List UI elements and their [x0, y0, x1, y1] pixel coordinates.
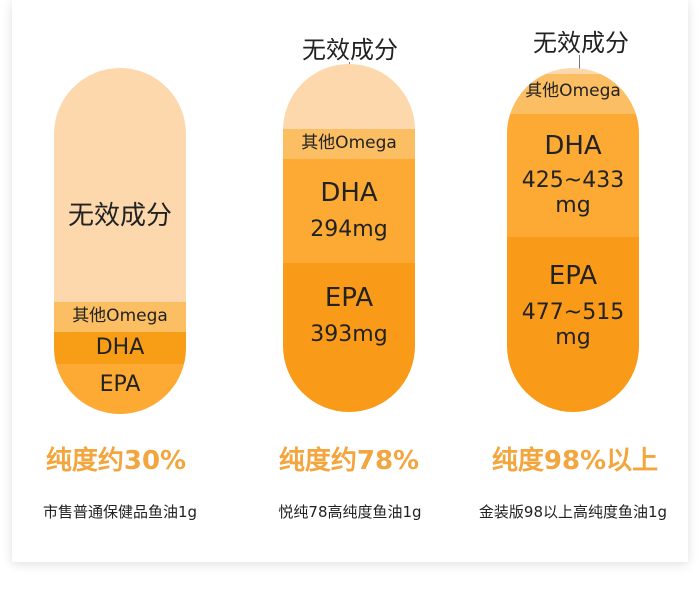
- segment-dha-amount-line1: 425~433: [521, 168, 625, 194]
- segment-epa-name: EPA: [548, 261, 598, 292]
- segment-other-omega: 其他Omega: [283, 129, 415, 159]
- segment-other-omega-label: 其他Omega: [525, 81, 621, 102]
- segment-dha-name: DHA: [320, 178, 378, 209]
- segment-dha-label: DHA: [95, 335, 145, 361]
- segment-epa-name: EPA: [324, 282, 374, 313]
- capsule-3-pointer-line: [579, 55, 580, 75]
- segment-epa-amount-line1: 477~515: [521, 300, 625, 326]
- segment-other-omega-label: 其他Omega: [301, 133, 397, 154]
- segment-other-omega: 其他Omega: [54, 302, 186, 332]
- purity-label-98: 纯度98%以上: [491, 446, 659, 476]
- caption-98: 金装版98以上高纯度鱼油1g: [478, 503, 668, 521]
- caption-ordinary: 市售普通保健品鱼油1g: [42, 503, 198, 521]
- segment-ineffective: [507, 68, 639, 74]
- segment-dha-amount-line2: mg: [555, 193, 591, 219]
- capsule-2-ineffective-label: 无效成分: [302, 36, 398, 64]
- segment-epa-label: EPA: [99, 372, 141, 398]
- capsule-ordinary: 无效成分 其他Omega DHA EPA: [54, 68, 186, 414]
- segment-epa: EPA 477~515 mg: [507, 237, 639, 412]
- segment-ineffective: [283, 64, 415, 129]
- segment-dha: DHA 425~433 mg: [507, 114, 639, 237]
- segment-dha-amount: 294mg: [310, 217, 388, 243]
- segment-epa-amount: 393mg: [310, 321, 388, 347]
- capsule-98: 其他Omega DHA 425~433 mg EPA 477~515 mg: [507, 68, 639, 412]
- segment-other-omega: 其他Omega: [507, 74, 639, 114]
- segment-dha: DHA 294mg: [283, 159, 415, 263]
- purity-label-78: 纯度约78%: [278, 446, 420, 476]
- capsule-3-ineffective-label: 无效成分: [533, 29, 629, 57]
- segment-epa: EPA 393mg: [283, 263, 415, 412]
- segment-epa: EPA: [54, 364, 186, 414]
- segment-dha: DHA: [54, 332, 186, 364]
- segment-ineffective-label: 无效成分: [67, 201, 172, 232]
- caption-78: 悦纯78高纯度鱼油1g: [278, 503, 422, 521]
- purity-label-ordinary: 纯度约30%: [45, 446, 187, 476]
- capsule-78: 其他Omega DHA 294mg EPA 393mg: [283, 64, 415, 412]
- segment-dha-name: DHA: [544, 131, 602, 162]
- segment-other-omega-label: 其他Omega: [72, 306, 168, 327]
- segment-epa-amount-line2: mg: [555, 325, 591, 351]
- segment-ineffective: 无效成分: [54, 68, 186, 302]
